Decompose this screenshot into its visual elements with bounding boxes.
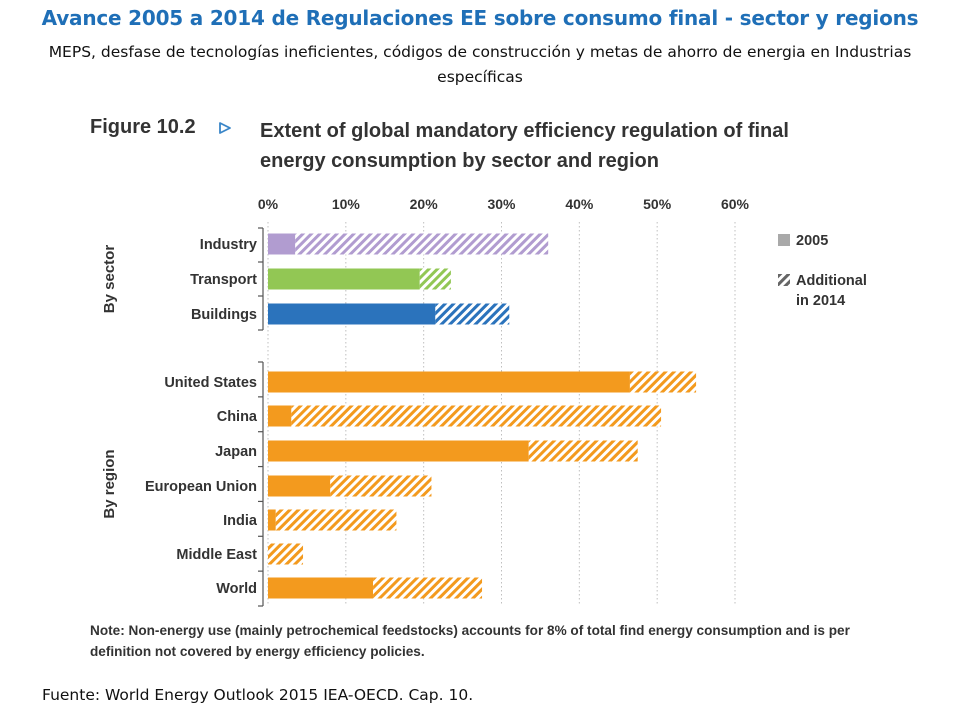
x-tick-label: 40% xyxy=(565,196,594,212)
category-label: United States xyxy=(164,375,257,391)
bar-additional-2014-european-union xyxy=(330,475,432,497)
category-label: Industry xyxy=(200,237,257,253)
bar-additional-2014-middle-east xyxy=(268,543,304,565)
legend-swatch-2005 xyxy=(778,234,790,246)
legend-label-2005: 2005 xyxy=(796,233,828,249)
bar-additional-2014-china xyxy=(291,405,662,427)
group-label: By region xyxy=(101,449,118,518)
x-tick-label: 60% xyxy=(721,196,750,212)
figure-title-line2: energy consumption by sector and region xyxy=(260,150,659,172)
x-tick-label: 30% xyxy=(487,196,516,212)
x-tick-label: 50% xyxy=(643,196,672,212)
slide-title: Avance 2005 a 2014 de Regulaciones EE so… xyxy=(41,6,919,30)
x-tick-label: 0% xyxy=(258,196,279,212)
bar-2005-china xyxy=(268,405,292,427)
category-labels: Industry Transport Buildings United States C… xyxy=(145,237,258,597)
category-label: China xyxy=(217,409,258,425)
category-label: Transport xyxy=(190,272,257,288)
legend-label-in-2014: in 2014 xyxy=(796,293,845,309)
group-label: By sector xyxy=(101,245,118,314)
bar-2005-japan xyxy=(268,440,529,462)
bar-2005-world xyxy=(268,577,374,599)
bar-2005-united-states xyxy=(268,371,630,393)
figure-note: Note: Non-energy use (mainly petrochemic… xyxy=(90,623,850,659)
figure-title: Extent of global mandatory efficiency re… xyxy=(260,116,860,176)
x-tick-label: 10% xyxy=(332,196,361,212)
bar-additional-2014-transport xyxy=(419,268,451,290)
bar-additional-2014-industry xyxy=(295,233,549,255)
bars xyxy=(268,233,697,599)
category-label: World xyxy=(216,581,257,597)
figure-title-line1: Extent of global mandatory efficiency re… xyxy=(260,120,789,142)
bar-2005-buildings xyxy=(268,303,436,325)
bar-additional-2014-world xyxy=(373,577,483,599)
bar-2005-industry xyxy=(268,233,296,255)
bar-2005-transport xyxy=(268,268,420,290)
bar-2005-european-union xyxy=(268,475,331,497)
legend-swatch-additional xyxy=(778,274,790,286)
bar-2005-india xyxy=(268,509,276,531)
bar-additional-2014-buildings xyxy=(435,303,510,325)
slide-subtitle: MEPS, desfase de tecnologías ineficiente… xyxy=(48,43,912,86)
source-citation: Fuente: World Energy Outlook 2015 IEA-OE… xyxy=(42,686,474,704)
category-label: Buildings xyxy=(191,307,257,323)
x-tick-labels: 0% 10% 20% 30% 40% 50% 60% xyxy=(258,196,750,212)
figure-number: Figure 10.2 xyxy=(90,116,196,138)
category-label: Japan xyxy=(215,444,257,460)
bar-additional-2014-united-states xyxy=(629,371,697,393)
legend-label-additional: Additional xyxy=(796,273,867,289)
category-label: Middle East xyxy=(176,547,257,563)
axes xyxy=(258,227,264,607)
category-label: India xyxy=(223,513,258,529)
category-label: European Union xyxy=(145,479,257,495)
bar-additional-2014-japan xyxy=(528,440,638,462)
group-labels: By sector By region xyxy=(101,245,118,519)
play-arrow-icon xyxy=(219,122,231,134)
x-tick-label: 20% xyxy=(410,196,439,212)
legend: 2005 Additional in 2014 xyxy=(778,233,867,309)
bar-additional-2014-india xyxy=(275,509,397,531)
